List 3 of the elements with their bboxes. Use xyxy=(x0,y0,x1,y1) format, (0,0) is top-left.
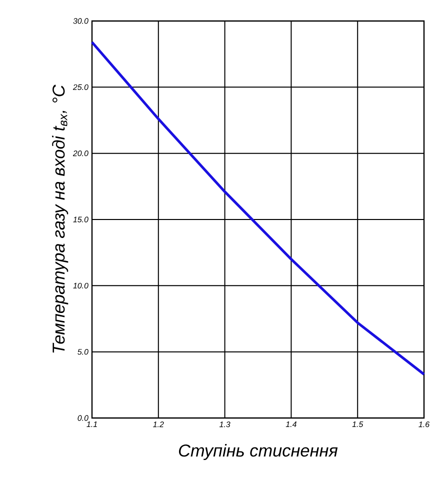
line-series xyxy=(90,40,426,376)
y-axis-title: Температура газу на вході t$_{вх}$, °С xyxy=(52,84,68,353)
x-axis-title: Ступінь стиснення xyxy=(179,444,338,460)
